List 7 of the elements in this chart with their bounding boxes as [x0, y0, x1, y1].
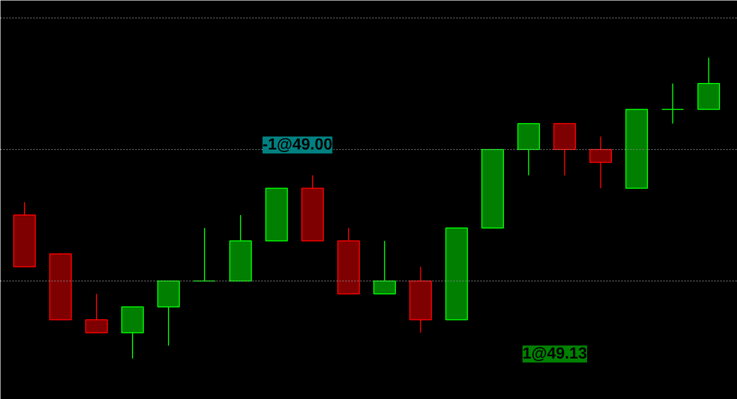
candlestick — [193, 227, 216, 282]
candlestick — [661, 83, 684, 124]
annotation: 1@49.13 — [522, 346, 588, 362]
candlestick — [373, 240, 396, 294]
candlestick — [85, 293, 108, 334]
annotation: -1@49.00 — [262, 136, 332, 154]
candlestick — [589, 136, 612, 189]
